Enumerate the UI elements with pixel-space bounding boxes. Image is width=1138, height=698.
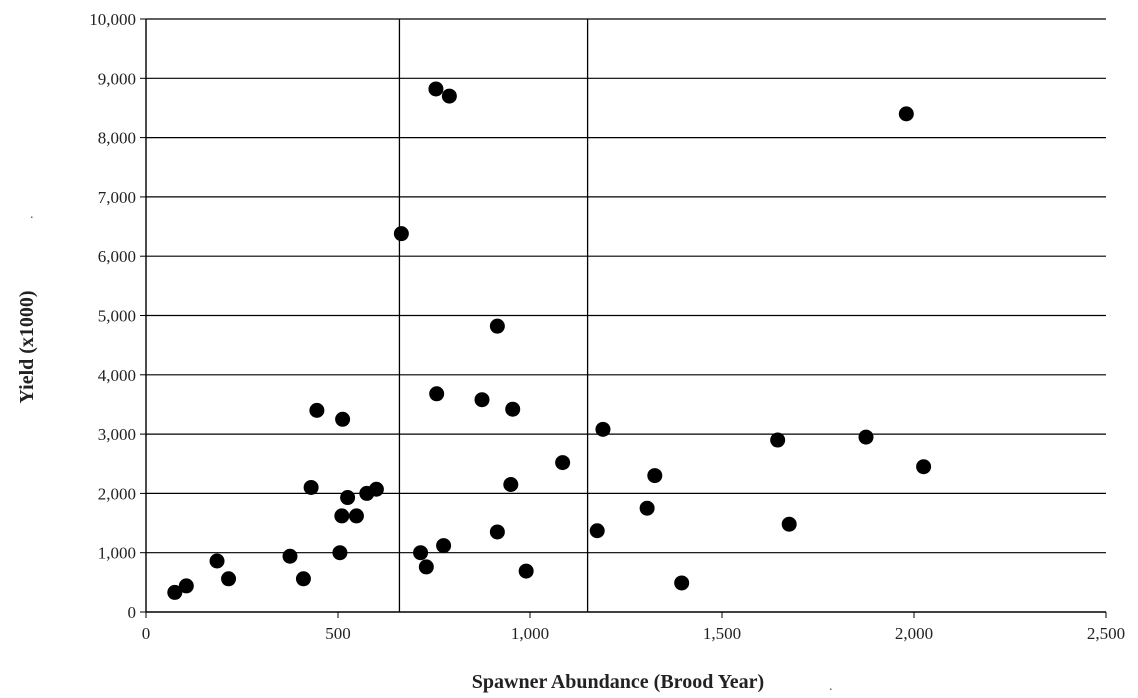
x-tick-label: 1,500 (703, 624, 741, 643)
x-tick-label: 500 (325, 624, 351, 643)
data-point (221, 571, 237, 587)
x-axis-title: Spawner Abundance (Brood Year) (472, 671, 764, 693)
x-tick-label: 2,000 (895, 624, 933, 643)
y-tick-label: 5,000 (98, 307, 136, 326)
data-point (282, 548, 298, 564)
data-point (178, 578, 194, 594)
data-point (295, 571, 311, 587)
data-point (309, 402, 325, 418)
data-point (489, 318, 505, 334)
data-point (595, 421, 611, 437)
data-point (335, 411, 351, 427)
data-point (436, 538, 452, 554)
data-point (474, 392, 490, 408)
data-point (393, 226, 409, 242)
data-point (898, 106, 914, 122)
y-tick-label: 0 (128, 603, 137, 622)
y-axis-title: Yield (x1000) (16, 290, 38, 403)
data-point (418, 559, 434, 575)
x-tick-label: 0 (142, 624, 151, 643)
y-tick-label: 8,000 (98, 129, 136, 148)
y-tick-label: 7,000 (98, 188, 136, 207)
stray-mark: . (829, 679, 833, 694)
data-point (781, 516, 797, 532)
data-point (647, 468, 663, 484)
y-tick-label: 10,000 (89, 10, 136, 29)
data-point (429, 386, 445, 402)
data-points (167, 81, 932, 600)
y-tick-label: 6,000 (98, 247, 136, 266)
data-point (332, 545, 348, 561)
data-point (674, 575, 690, 591)
x-tick-label: 1,000 (511, 624, 549, 643)
data-point (334, 508, 350, 524)
y-tick-label: 3,000 (98, 425, 136, 444)
y-tick-label: 9,000 (98, 69, 136, 88)
data-point (167, 584, 183, 600)
data-point (916, 459, 932, 475)
data-point (503, 477, 519, 493)
data-point (489, 524, 505, 540)
data-point (441, 88, 457, 104)
data-point (340, 490, 356, 506)
data-point (209, 553, 225, 569)
y-tick-label: 4,000 (98, 366, 136, 385)
data-point (428, 81, 444, 97)
data-point (555, 455, 571, 471)
data-point (348, 508, 364, 524)
stray-mark: . (30, 207, 34, 222)
vertical-reference-lines (398, 19, 589, 612)
data-point (639, 500, 655, 516)
data-point (413, 545, 429, 561)
y-tick-labels: 0 1,000 2,000 3,000 4,000 5,000 6,000 7,000 8,00… (89, 10, 136, 622)
data-point (368, 481, 384, 497)
x-tick-label: 2,500 (1087, 624, 1125, 643)
data-point (303, 479, 319, 495)
gridlines (146, 18, 1106, 554)
data-point (505, 401, 521, 417)
y-tick-label: 2,000 (98, 484, 136, 503)
x-tick-labels: 0 500 1,000 1,500 2,000 2,500 (142, 624, 1125, 643)
y-tick-label: 1,000 (98, 544, 136, 563)
data-point (589, 523, 605, 539)
axes (140, 18, 1107, 618)
data-point (770, 432, 786, 448)
data-point (858, 429, 874, 445)
data-point (518, 563, 534, 579)
